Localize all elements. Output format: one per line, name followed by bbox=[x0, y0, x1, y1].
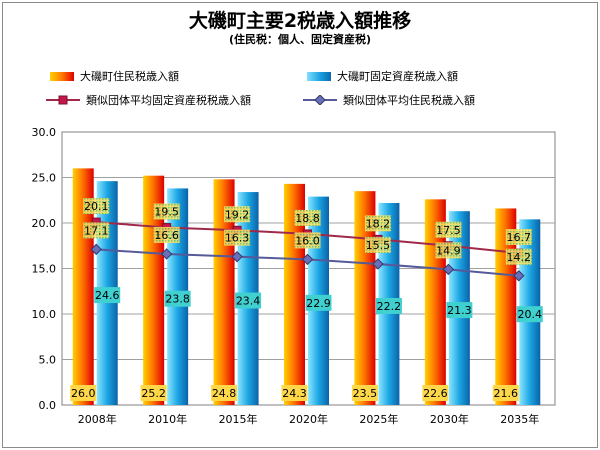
x-tick-label: 2008年 bbox=[78, 412, 117, 426]
data-label-residence-tax-box bbox=[70, 385, 97, 401]
data-label-property-tax-box bbox=[446, 302, 473, 319]
marker-similar-residence-tax bbox=[513, 270, 525, 282]
legend-item-residence-tax: 大磯町住民税歳入額 bbox=[50, 68, 179, 84]
data-label-property-tax: 23.8 bbox=[165, 293, 190, 306]
legend-label-similar-residence-tax: 類似団体平均住民税歳入額 bbox=[343, 94, 475, 107]
chart-title: 大磯町主要2税歳入額推移 bbox=[188, 10, 412, 32]
data-label-similar-residence-tax-box bbox=[294, 232, 321, 249]
data-label-similar-residence-tax: 16.6 bbox=[154, 229, 179, 242]
data-label-similar-property-tax: 18.8 bbox=[295, 212, 320, 225]
data-label-similar-residence-tax-box bbox=[153, 226, 180, 243]
marker-similar-residence-tax bbox=[442, 263, 455, 276]
marker-similar-residence-tax bbox=[372, 258, 384, 270]
data-label-similar-residence-tax: 15.5 bbox=[366, 239, 391, 252]
data-label-residence-tax-box bbox=[422, 385, 449, 401]
x-tick-label: 2030年 bbox=[430, 412, 469, 426]
data-label-similar-residence-tax: 16.0 bbox=[295, 234, 320, 247]
data-label-property-tax-box bbox=[305, 294, 332, 311]
data-label-similar-property-tax-box bbox=[153, 203, 180, 220]
data-label-similar-property-tax-box bbox=[435, 221, 462, 238]
data-label-residence-tax: 24.8 bbox=[212, 387, 237, 400]
legend-item-similar-residence-tax: 類似団体平均住民税歳入額 bbox=[303, 92, 475, 108]
data-label-residence-tax-box bbox=[211, 385, 238, 401]
data-label-residence-tax: 26.0 bbox=[71, 387, 96, 400]
data-label-residence-tax-box bbox=[351, 385, 378, 401]
data-label-similar-residence-tax-box bbox=[83, 222, 110, 239]
legend-swatch-property-tax bbox=[307, 71, 331, 81]
data-label-property-tax: 22.2 bbox=[377, 300, 402, 313]
marker-similar-residence-tax bbox=[160, 248, 173, 260]
data-label-similar-property-tax-box bbox=[83, 198, 110, 215]
data-label-property-tax: 21.3 bbox=[447, 304, 472, 317]
data-label-similar-property-tax-box bbox=[505, 229, 532, 246]
data-label-property-tax-box bbox=[235, 292, 262, 309]
y-tick-label: 20.0 bbox=[32, 217, 57, 230]
data-label-similar-residence-tax-box bbox=[435, 242, 462, 259]
marker-similar-residence-tax bbox=[90, 243, 102, 256]
y-tick-label: 15.0 bbox=[32, 263, 57, 276]
data-label-similar-residence-tax: 17.1 bbox=[84, 224, 109, 237]
data-label-property-tax: 23.4 bbox=[236, 295, 261, 308]
data-label-similar-residence-tax-box bbox=[505, 248, 532, 265]
data-label-similar-property-tax: 19.5 bbox=[154, 206, 179, 219]
x-tick-label: 2015年 bbox=[219, 412, 258, 426]
legend-item-similar-property-tax: 類似団体平均固定資産税税歳入額 bbox=[46, 92, 251, 108]
chart-subtitle: (住民税：個人、固定資産税) bbox=[228, 33, 372, 46]
data-label-similar-residence-tax: 14.2 bbox=[507, 251, 532, 264]
data-label-property-tax-box bbox=[516, 306, 543, 323]
marker-similar-residence-tax bbox=[301, 253, 314, 266]
data-label-similar-residence-tax-box bbox=[224, 229, 251, 246]
y-tick-label: 30.0 bbox=[32, 126, 57, 139]
marker-similar-residence-tax bbox=[231, 250, 243, 263]
data-label-residence-tax-box bbox=[281, 385, 308, 401]
legend-label-similar-property-tax: 類似団体平均固定資産税税歳入額 bbox=[86, 94, 251, 107]
data-label-similar-property-tax: 17.5 bbox=[436, 224, 461, 237]
data-label-property-tax: 22.9 bbox=[306, 297, 331, 310]
data-label-residence-tax-box bbox=[140, 385, 167, 401]
data-label-similar-residence-tax: 16.3 bbox=[225, 232, 250, 245]
data-label-similar-property-tax: 20.1 bbox=[84, 200, 109, 213]
y-tick-label: 25.0 bbox=[32, 172, 57, 185]
data-label-similar-property-tax-box bbox=[294, 209, 321, 226]
legend-line-similar-property-tax bbox=[46, 95, 80, 105]
x-tick-label: 2035年 bbox=[500, 412, 539, 426]
data-label-similar-property-tax-box bbox=[364, 215, 391, 232]
legend-label-residence-tax: 大磯町住民税歳入額 bbox=[80, 70, 179, 83]
data-label-residence-tax: 21.6 bbox=[494, 387, 519, 400]
data-label-similar-property-tax: 18.2 bbox=[366, 217, 391, 230]
y-tick-label: 0.0 bbox=[39, 399, 57, 412]
data-label-residence-tax-box bbox=[492, 385, 519, 401]
legend-swatch-residence-tax bbox=[50, 71, 74, 81]
data-label-similar-residence-tax-box bbox=[364, 236, 391, 253]
data-label-property-tax: 24.6 bbox=[95, 289, 120, 302]
data-label-property-tax-box bbox=[94, 287, 121, 304]
legend-item-property-tax: 大磯町固定資産税歳入額 bbox=[307, 68, 458, 84]
x-tick-label: 2010年 bbox=[148, 412, 187, 426]
data-label-residence-tax: 23.5 bbox=[353, 387, 378, 400]
data-label-property-tax: 20.4 bbox=[518, 308, 543, 321]
data-label-similar-property-tax: 19.2 bbox=[225, 208, 250, 221]
x-tick-label: 2020年 bbox=[289, 412, 328, 426]
data-label-similar-residence-tax: 14.9 bbox=[436, 244, 461, 257]
data-label-residence-tax: 25.2 bbox=[141, 387, 166, 400]
y-tick-label: 10.0 bbox=[32, 308, 57, 321]
data-label-property-tax-box bbox=[164, 290, 191, 307]
legend-line-similar-residence-tax bbox=[303, 95, 337, 105]
legend-label-property-tax: 大磯町固定資産税歳入額 bbox=[337, 70, 458, 83]
data-label-property-tax-box bbox=[375, 297, 402, 314]
data-label-similar-property-tax: 16.7 bbox=[507, 231, 532, 244]
data-label-residence-tax: 24.3 bbox=[282, 387, 307, 400]
y-tick-label: 5.0 bbox=[39, 354, 57, 367]
x-tick-label: 2025年 bbox=[359, 412, 398, 426]
data-label-similar-property-tax-box bbox=[224, 206, 251, 223]
data-label-residence-tax: 22.6 bbox=[423, 387, 448, 400]
